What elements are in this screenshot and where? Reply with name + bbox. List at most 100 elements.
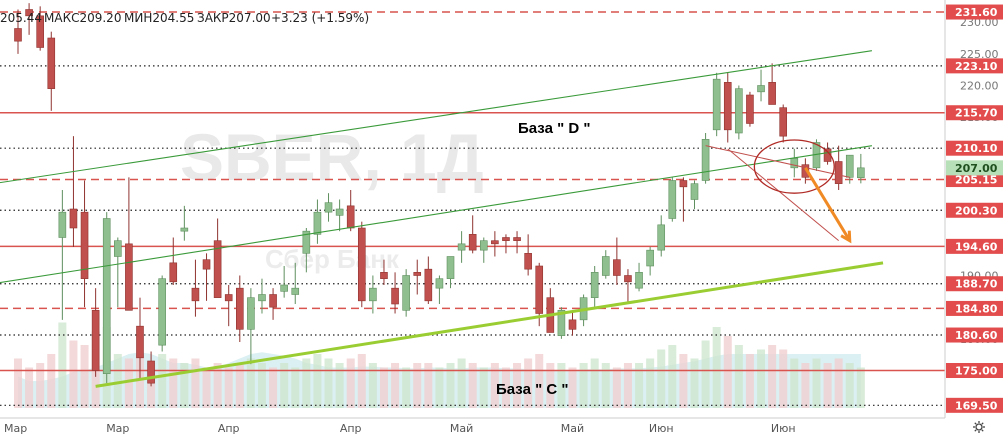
volume-bar bbox=[58, 322, 67, 408]
volume-bar bbox=[646, 358, 655, 408]
header-high: МАКС209.20 bbox=[44, 11, 121, 25]
candle bbox=[413, 259, 422, 295]
candle-body bbox=[180, 227, 189, 232]
volume-bar bbox=[757, 349, 766, 408]
candle-body bbox=[491, 240, 499, 245]
candle-body bbox=[524, 253, 532, 270]
volume-bar bbox=[856, 367, 865, 408]
price-tag: 169.50 bbox=[955, 399, 998, 412]
candle bbox=[191, 259, 200, 317]
candle bbox=[80, 180, 89, 308]
volume-bar bbox=[801, 363, 810, 408]
y-tick-label: 220.00 bbox=[960, 80, 999, 93]
candle-body bbox=[236, 287, 244, 330]
header-low: МИН204.55 bbox=[124, 11, 194, 25]
candle bbox=[624, 269, 632, 304]
price-tag: 223.10 bbox=[955, 60, 998, 73]
candle bbox=[114, 237, 122, 308]
volume-bar bbox=[402, 367, 411, 408]
candles-layer bbox=[14, 3, 865, 387]
candle-body bbox=[80, 211, 89, 279]
volume-bar bbox=[368, 363, 377, 408]
candle bbox=[834, 145, 843, 190]
candle-body bbox=[202, 259, 211, 270]
candle bbox=[258, 278, 266, 314]
candle-body bbox=[857, 167, 865, 179]
candle bbox=[291, 262, 300, 304]
volume-bar bbox=[568, 367, 577, 408]
volume-bar bbox=[113, 354, 122, 408]
current-price-tag: 207.00 bbox=[955, 162, 998, 175]
support-trendline bbox=[95, 261, 884, 388]
volume-bar bbox=[679, 354, 688, 408]
price-tag-bg bbox=[946, 300, 1003, 316]
price-tag: 231.60 bbox=[955, 6, 998, 19]
price-tag: 180.60 bbox=[955, 329, 998, 342]
volume-bar bbox=[557, 363, 566, 408]
volume-bar bbox=[135, 354, 144, 408]
candle bbox=[324, 193, 333, 222]
price-tag: 194.60 bbox=[955, 240, 998, 253]
candle bbox=[280, 266, 288, 298]
candle-body bbox=[668, 180, 677, 219]
candle bbox=[601, 250, 610, 279]
price-tag: 215.70 bbox=[955, 107, 998, 120]
candle bbox=[435, 275, 444, 304]
candle bbox=[424, 256, 433, 304]
volume-bar bbox=[779, 349, 788, 408]
forecast-arrow-shaft bbox=[804, 167, 852, 242]
candle-body bbox=[25, 9, 33, 17]
volume-bar bbox=[623, 363, 632, 408]
settings-button[interactable] bbox=[973, 421, 985, 433]
candle-body bbox=[790, 158, 799, 169]
candle bbox=[169, 237, 178, 285]
candle bbox=[335, 199, 344, 232]
candle-body bbox=[191, 287, 200, 302]
volume-bar bbox=[324, 358, 333, 408]
volume-bar bbox=[313, 354, 322, 408]
candle-body bbox=[557, 310, 566, 336]
candle-body bbox=[324, 202, 333, 213]
channel-line bbox=[0, 50, 873, 184]
candle-body bbox=[114, 240, 122, 257]
volume-bar bbox=[357, 354, 366, 408]
price-tag-bg bbox=[946, 327, 1003, 343]
candle-body bbox=[313, 211, 322, 235]
volume-bar bbox=[280, 363, 289, 408]
volume-bar bbox=[701, 340, 710, 408]
volume-bar bbox=[845, 363, 854, 408]
candle-body bbox=[535, 265, 544, 314]
volume-bar bbox=[191, 358, 200, 408]
candle bbox=[391, 272, 399, 314]
candle bbox=[25, 3, 33, 35]
candle bbox=[679, 177, 688, 222]
watermark-company: Сбер Банк bbox=[265, 244, 400, 274]
candle-body bbox=[613, 259, 621, 276]
candle-body bbox=[657, 224, 666, 251]
candle-body bbox=[457, 243, 466, 251]
candle-body bbox=[690, 183, 699, 200]
candle bbox=[136, 297, 144, 380]
ohlc-header: 205.44 МАКС209.20 МИН204.55 ЗАКР207.00 +… bbox=[0, 11, 369, 25]
volume-bar bbox=[213, 363, 222, 408]
header-open: 205.44 bbox=[0, 11, 42, 25]
candle-body bbox=[247, 297, 255, 330]
candle bbox=[768, 63, 776, 105]
volume-bar bbox=[202, 367, 211, 408]
candle-body bbox=[590, 272, 599, 298]
candle-body bbox=[402, 275, 410, 311]
volume-bar bbox=[812, 358, 821, 408]
volume-bar bbox=[379, 367, 388, 408]
candle-body bbox=[69, 208, 78, 229]
time-axis-panel[interactable] bbox=[0, 418, 945, 437]
candle bbox=[657, 215, 666, 257]
candle-body bbox=[635, 272, 643, 289]
candle-body bbox=[424, 268, 433, 302]
volume-bar bbox=[745, 354, 754, 408]
price-tag-bg bbox=[946, 4, 1003, 20]
candle-body bbox=[91, 310, 100, 371]
candle-body bbox=[357, 227, 366, 302]
volume-bar bbox=[346, 358, 355, 408]
